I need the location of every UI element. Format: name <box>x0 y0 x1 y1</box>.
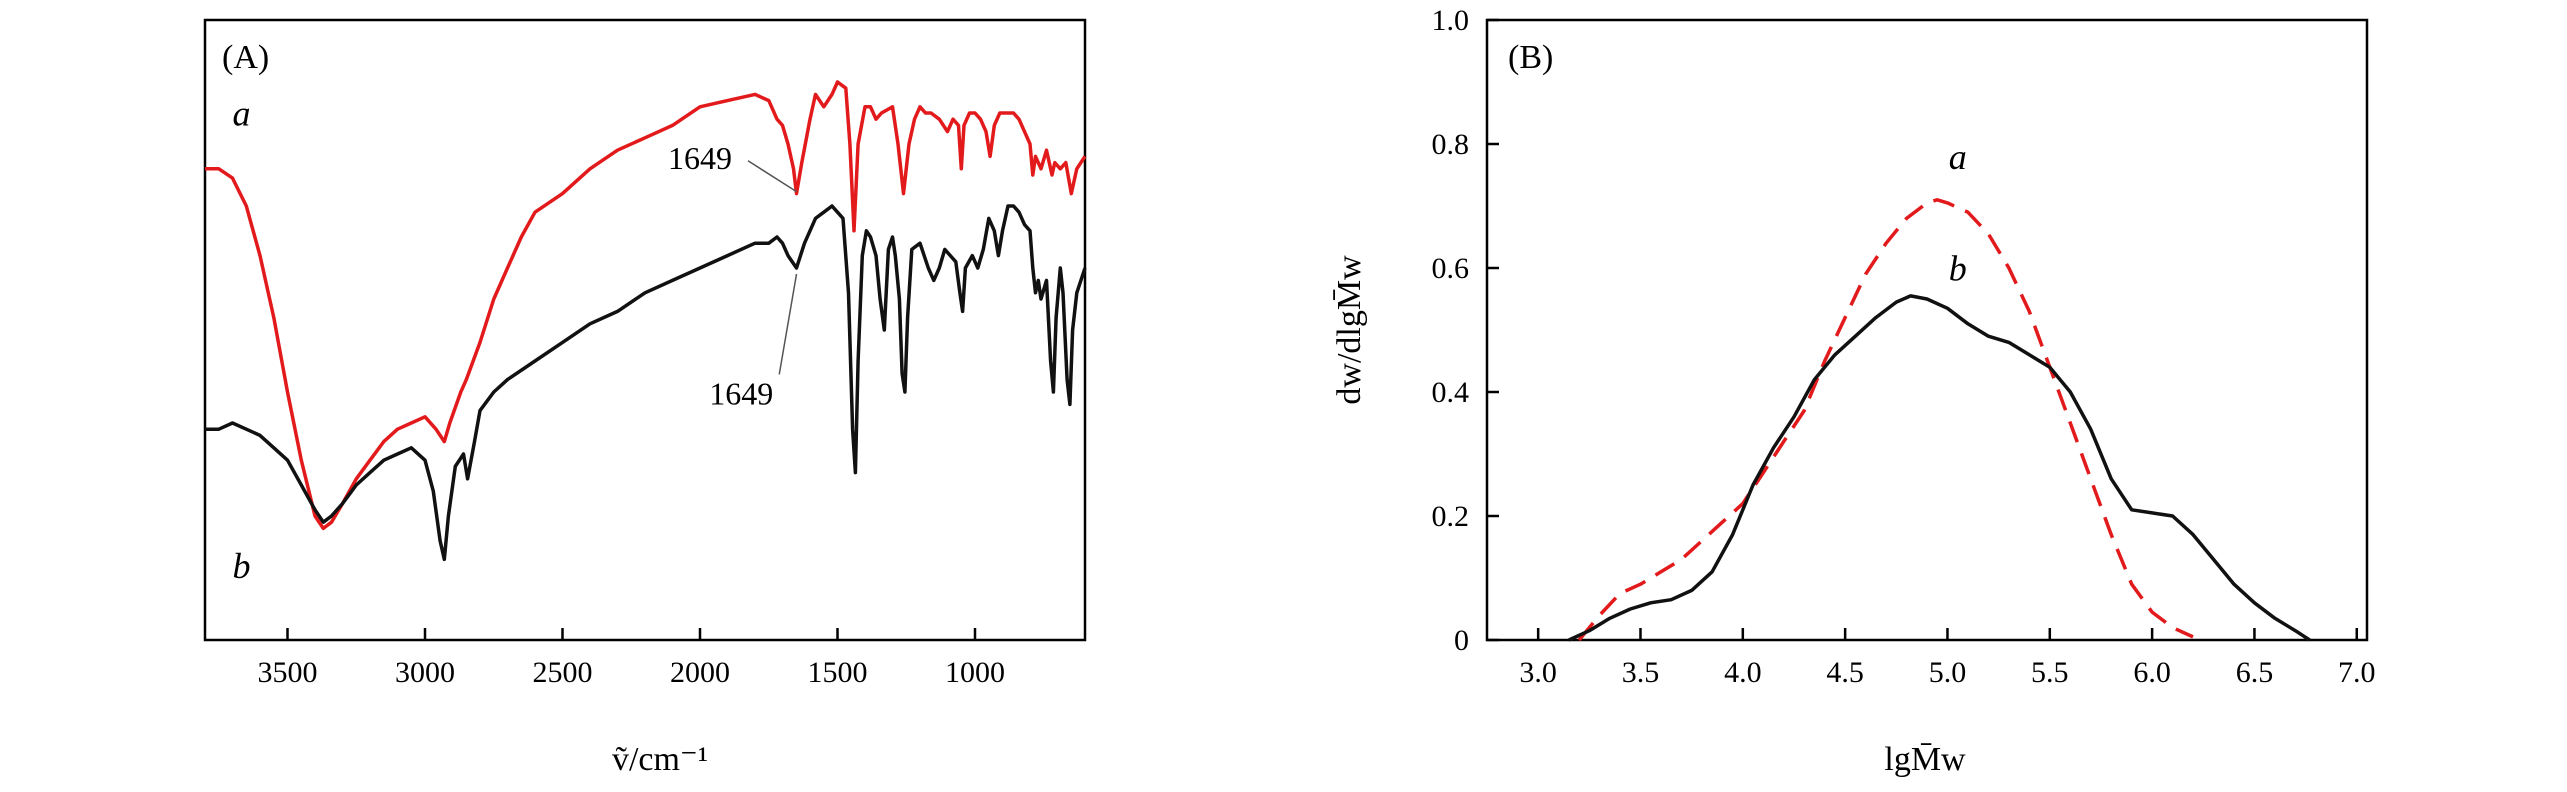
panel-b-series-a-line <box>1577 198 2194 642</box>
panel-a-label: (A) <box>222 39 269 76</box>
panel-a-x-tick-label: 3500 <box>258 656 318 689</box>
panel-b-x-tick-label: 5.0 <box>1929 656 1967 689</box>
panel-a-series <box>205 80 1087 562</box>
panel-a-series-a-tag: a <box>233 93 251 133</box>
panel-a-series-b-tag: b <box>233 546 251 586</box>
panel-a-x-tick-label: 2500 <box>533 656 593 689</box>
panel-b-x-tick-label: 4.5 <box>1826 656 1864 689</box>
panel-b-x-tick-label: 3.5 <box>1622 656 1660 689</box>
panel-a-annotation-leader-b <box>778 273 798 375</box>
panel-a-x-axis-label: ṽ/cm⁻¹ <box>612 741 708 778</box>
panel-a-chart: (A) 3500 3000 2500 2000 1500 1000 ab16491649 … <box>203 18 1087 778</box>
panel-b-series: ab <box>1568 137 2311 642</box>
panel-b-y-tick-label: 1.0 <box>1432 4 1470 37</box>
panel-a-x-tick-label: 1000 <box>945 656 1005 689</box>
panel-b-series-b-line <box>1568 294 2311 642</box>
panel-a-series-a-line <box>205 80 1087 531</box>
panel-b-ticks: 3.0 3.5 4.0 4.5 5.0 5.5 6.0 6.5 7.0 0 0.2 0.4 0.6 0.8… <box>1432 4 2376 689</box>
panel-b-x-tick-label: 3.0 <box>1519 656 1557 689</box>
panel-a-annotation-1649-b: 1649 <box>709 375 773 411</box>
panel-a-x-tick-label: 3000 <box>395 656 455 689</box>
panel-a-x-ticks: 3500 3000 2500 2000 1500 1000 <box>258 628 1005 689</box>
panel-b-y-tick-label: 0.8 <box>1432 128 1470 161</box>
panel-b-y-tick-label: 0.4 <box>1432 376 1470 409</box>
panel-b-x-tick-label: 5.5 <box>2031 656 2069 689</box>
panel-b-series-a-tag: a <box>1949 137 1967 177</box>
panel-b-x-tick-label: 6.0 <box>2133 656 2171 689</box>
panel-b-y-tick-label: 0 <box>1454 624 1469 657</box>
panel-b-x-tick-label: 4.0 <box>1724 656 1762 689</box>
panel-b-chart: (B) 3.0 3.5 4.0 4.5 5.0 5.5 6.0 6.5 7.0 0 0.2 0.4 0.… <box>1331 4 2376 778</box>
panel-b-label: (B) <box>1508 39 1553 76</box>
panel-a-annotation-leader-a <box>747 160 797 193</box>
panel-a-frame <box>203 18 1087 642</box>
panel-b-x-tick-label: 7.0 <box>2338 656 2376 689</box>
panel-a-annotations: a b 1649 1649 <box>233 93 798 586</box>
panel-b-x-axis-label: lgM̄w <box>1884 741 1966 778</box>
panel-a-x-tick-label: 1500 <box>808 656 868 689</box>
panel-b-x-tick-label: 6.5 <box>2236 656 2274 689</box>
panel-a-x-tick-label: 2000 <box>670 656 730 689</box>
panel-b-series-b-tag: b <box>1949 248 1967 288</box>
panel-b-y-axis-label: dw/dlgM̄w <box>1331 255 1368 405</box>
panel-b-y-tick-label: 0.6 <box>1432 252 1470 285</box>
panel-a-series-b-line <box>205 204 1087 562</box>
panel-b-frame <box>1485 18 2369 642</box>
panel-a-annotation-1649-a: 1649 <box>668 140 732 176</box>
panel-b-y-tick-label: 0.2 <box>1432 500 1470 533</box>
